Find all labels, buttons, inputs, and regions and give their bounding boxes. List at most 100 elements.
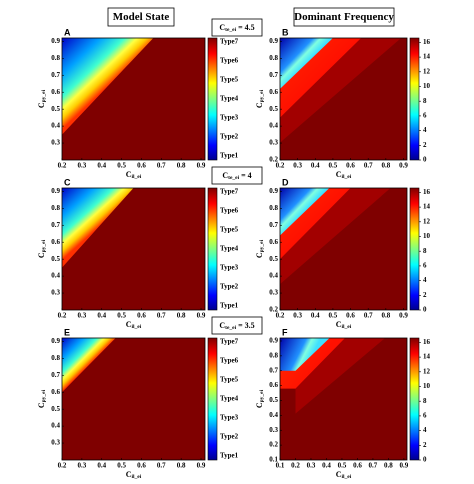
axis-label: Cpy_ei: [37, 389, 47, 408]
colorbar-tick-label: 14: [423, 53, 431, 61]
colorbar-label: Type5: [220, 376, 239, 384]
colorbar-tick-label: 12: [423, 367, 431, 375]
heatmap: [62, 338, 205, 460]
x-tick-label: 0.8: [384, 462, 393, 470]
x-tick-label: 0.9: [197, 312, 206, 320]
x-tick-label: 0.4: [97, 462, 106, 470]
heatmap: [62, 188, 205, 310]
header-right: Dominant Frequency: [294, 11, 394, 23]
x-tick-label: 0.2: [58, 162, 67, 170]
heat-region: [280, 338, 330, 371]
x-tick-label: 0.7: [364, 162, 373, 170]
x-tick-label: 0.5: [117, 312, 126, 320]
x-tick-label: 0.4: [322, 462, 331, 470]
label-main: C: [37, 252, 46, 258]
label-main: C: [336, 320, 342, 329]
x-tick-label: 0.2: [276, 162, 285, 170]
label-main: C: [255, 252, 264, 258]
y-tick-label: 0.3: [51, 439, 60, 447]
colorbar-label: Type2: [220, 283, 239, 291]
y-tick-label: 0.7: [51, 221, 60, 229]
panel-label: C: [64, 177, 71, 187]
colorbar-tick-label: 8: [423, 97, 427, 105]
x-tick-label: 0.4: [311, 312, 320, 320]
colorbar: [409, 37, 420, 161]
colorbar-label: Type7: [220, 38, 239, 46]
condition-label: Cte_ei = 3.5: [219, 321, 254, 331]
axis-label: Cil_ei: [126, 170, 142, 180]
x-tick-label: 0.9: [197, 462, 206, 470]
condition-box: [211, 18, 263, 37]
x-tick-label: 0.6: [137, 162, 146, 170]
x-tick-label: 0.2: [291, 462, 300, 470]
y-tick-label: 0.6: [51, 238, 60, 246]
colorbar-label: Type3: [220, 414, 239, 422]
x-tick-label: 0.4: [97, 312, 106, 320]
colorbar-tick-label: 4: [423, 426, 427, 434]
heat-region: [62, 188, 134, 268]
colorbar-tick-label: 0: [423, 156, 427, 164]
x-tick-label: 0.8: [177, 462, 186, 470]
x-tick-label: 0.9: [197, 162, 206, 170]
x-tick-label: 0.8: [177, 312, 186, 320]
x-tick-label: 0.3: [77, 312, 86, 320]
y-tick-label: 0.5: [51, 255, 60, 263]
condition-box: [211, 166, 263, 185]
label-sub: py_ei: [259, 89, 265, 102]
colorbar-label: Type6: [220, 57, 239, 65]
heat-region: [62, 38, 154, 135]
y-tick-label: 0.8: [51, 354, 60, 362]
y-tick-label: 0.4: [269, 122, 278, 130]
x-tick-label: 0.3: [293, 312, 302, 320]
colorbar-label: Type1: [220, 302, 239, 310]
colorbar-tick-label: 2: [423, 291, 427, 299]
y-tick-label: 0.8: [51, 54, 60, 62]
colorbar-tick-label: 8: [423, 247, 427, 255]
axis-label: Cil_ei: [126, 320, 142, 330]
y-tick-label: 0.3: [269, 289, 278, 297]
colorbar-tick-label: 10: [423, 82, 431, 90]
colorbar-tick-label: 4: [423, 126, 427, 134]
plot-frame: [279, 187, 408, 311]
y-tick-label: 0.4: [51, 422, 60, 430]
colorbar-label: Type1: [220, 152, 239, 160]
x-tick-label: 0.3: [293, 162, 302, 170]
y-tick-label: 0.3: [269, 139, 278, 147]
y-tick-label: 0.7: [269, 71, 278, 79]
colorbar-label: Type5: [220, 226, 239, 234]
x-tick-label: 0.7: [364, 312, 373, 320]
y-tick-label: 0.9: [51, 337, 60, 345]
label-main: C: [255, 402, 264, 408]
colorbar-label: Type4: [220, 245, 239, 253]
y-tick-label: 0.6: [269, 88, 278, 96]
colorbar-tick-label: 2: [423, 441, 427, 449]
colorbar-label: Type7: [220, 188, 239, 196]
axis-label: Cil_ei: [126, 470, 142, 480]
label-sub: py_ei: [259, 389, 265, 402]
condition-label: Cte_ei = 4: [222, 171, 251, 181]
y-tick-label: 0.9: [51, 187, 60, 195]
y-tick-label: 0.9: [51, 37, 60, 45]
x-tick-label: 0.8: [381, 162, 390, 170]
colorbar-tick-label: 14: [423, 353, 431, 361]
axis-label: Cil_ei: [336, 470, 352, 480]
axis-label: Cpy_ei: [255, 239, 265, 258]
x-tick-label: 0.6: [353, 462, 362, 470]
condition-sub: te_ei: [228, 175, 239, 181]
x-tick-label: 0.4: [97, 162, 106, 170]
x-tick-label: 0.2: [58, 312, 67, 320]
colorbar-label: Type3: [220, 114, 239, 122]
y-tick-label: 0.2: [269, 156, 278, 164]
plot-frame: [61, 337, 206, 461]
y-tick-label: 0.3: [269, 426, 278, 434]
colorbar-label: Type4: [220, 95, 239, 103]
y-tick-label: 0.6: [51, 88, 60, 96]
heat-fade: [280, 38, 402, 143]
heatmap: [280, 338, 407, 460]
condition-rest: = 3.5: [236, 321, 255, 330]
colorbar: [207, 187, 218, 311]
y-tick-label: 0.9: [269, 337, 278, 345]
label-sub: il_ei: [132, 324, 142, 330]
colorbar-label: Type4: [220, 395, 239, 403]
colorbar-tick-label: 6: [423, 412, 427, 420]
